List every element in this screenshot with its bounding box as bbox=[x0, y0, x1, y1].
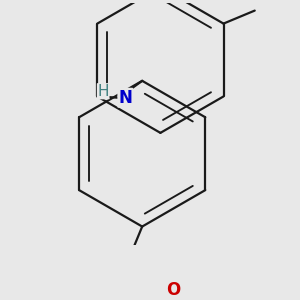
Text: N: N bbox=[118, 89, 132, 107]
Text: H: H bbox=[98, 84, 109, 99]
Text: O: O bbox=[166, 281, 180, 299]
